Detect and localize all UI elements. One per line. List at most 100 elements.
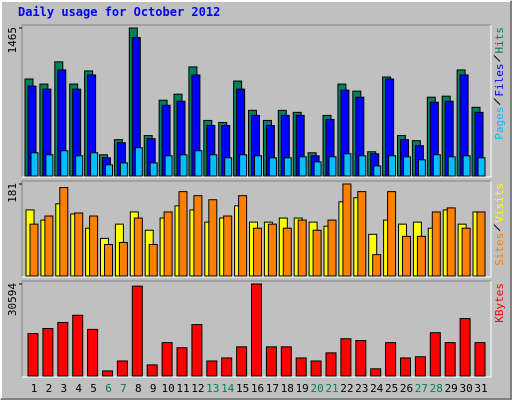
bar <box>254 155 262 177</box>
bar <box>133 217 143 277</box>
bar <box>224 157 233 177</box>
legend-entry: Visits <box>493 183 506 223</box>
x-tick-label: 2 <box>46 382 53 395</box>
bar <box>209 154 218 177</box>
bar <box>164 155 173 177</box>
bar <box>60 150 69 177</box>
bar <box>358 155 367 177</box>
bar <box>313 161 322 177</box>
x-tick-label: 31 <box>474 382 487 395</box>
bar <box>476 211 486 277</box>
bar <box>193 195 203 277</box>
bar <box>462 155 471 177</box>
bar <box>178 191 188 277</box>
x-tick-label: 22 <box>340 382 353 395</box>
panel-bevel-dark <box>21 180 491 277</box>
bar <box>87 328 99 377</box>
x-tick-label: 19 <box>296 382 309 395</box>
bar <box>355 340 367 377</box>
bar <box>149 162 158 177</box>
x-tick-label: 12 <box>191 382 204 395</box>
bar <box>102 370 113 377</box>
x-tick-label: 10 <box>161 382 174 395</box>
bar <box>403 156 411 177</box>
bar <box>459 318 471 377</box>
x-tick-label: 17 <box>266 382 279 395</box>
bar <box>310 360 322 377</box>
bar <box>416 235 426 277</box>
bar <box>223 215 233 277</box>
bar <box>298 156 307 177</box>
bar <box>72 314 84 377</box>
x-tick-label: 14 <box>221 382 235 395</box>
x-tick-label: 24 <box>370 382 384 395</box>
bar <box>477 157 486 177</box>
bar <box>75 155 84 177</box>
bar <box>238 195 248 277</box>
bar <box>340 338 352 377</box>
bar <box>446 207 456 277</box>
bar <box>388 155 397 177</box>
panel-bevel-light <box>22 181 492 278</box>
x-tick-label: 29 <box>445 382 458 395</box>
bar <box>385 342 397 377</box>
bar <box>325 352 337 377</box>
bar <box>327 219 337 277</box>
panel-bevel-light <box>22 25 492 178</box>
bar <box>116 360 128 377</box>
bar <box>119 162 128 177</box>
bar <box>118 241 128 277</box>
bar <box>432 154 441 177</box>
legend-entry: Pages <box>493 107 506 140</box>
bar <box>431 211 441 277</box>
bar <box>239 154 248 177</box>
legend-separator <box>493 55 501 62</box>
legend-entry: Files <box>493 64 506 97</box>
x-tick-label: 27 <box>415 382 428 395</box>
x-tick-label: 28 <box>430 382 443 395</box>
x-tick-label: 9 <box>150 382 157 395</box>
legend-entry: KBytes <box>493 283 506 323</box>
x-tick-label: 30 <box>459 382 472 395</box>
bar <box>370 368 382 377</box>
x-tick-label: 4 <box>75 382 82 395</box>
x-tick-label: 5 <box>90 382 97 395</box>
x-tick-label: 6 <box>105 382 112 395</box>
bar <box>161 342 173 377</box>
bar <box>402 235 411 277</box>
panel-bevel-dark <box>21 24 491 177</box>
bar <box>134 147 143 177</box>
x-tick-label: 11 <box>176 382 189 395</box>
x-tick-label: 26 <box>400 382 413 395</box>
bar <box>90 152 99 177</box>
bar <box>429 332 441 377</box>
x-tick-label: 7 <box>120 382 127 395</box>
bar <box>447 156 456 177</box>
bar <box>191 324 203 377</box>
bar <box>89 215 99 277</box>
bar <box>74 212 84 277</box>
bar <box>42 327 54 377</box>
bar <box>206 360 218 377</box>
x-tick-label: 3 <box>60 382 67 395</box>
panel-bevel-dark <box>21 280 491 377</box>
bar <box>57 321 69 377</box>
bar <box>179 154 188 177</box>
x-tick-label: 18 <box>281 382 294 395</box>
bar <box>208 199 218 277</box>
bar <box>163 211 173 277</box>
bar <box>295 357 307 377</box>
bar <box>417 159 426 177</box>
bar <box>45 154 54 177</box>
bar <box>357 191 367 277</box>
bar <box>282 227 292 277</box>
bar <box>267 223 277 277</box>
bar <box>176 347 188 377</box>
bar <box>30 152 39 177</box>
chart-title: Daily usage for October 2012 <box>18 5 220 19</box>
bar <box>400 357 411 377</box>
bar <box>312 229 322 277</box>
bar <box>343 153 352 177</box>
